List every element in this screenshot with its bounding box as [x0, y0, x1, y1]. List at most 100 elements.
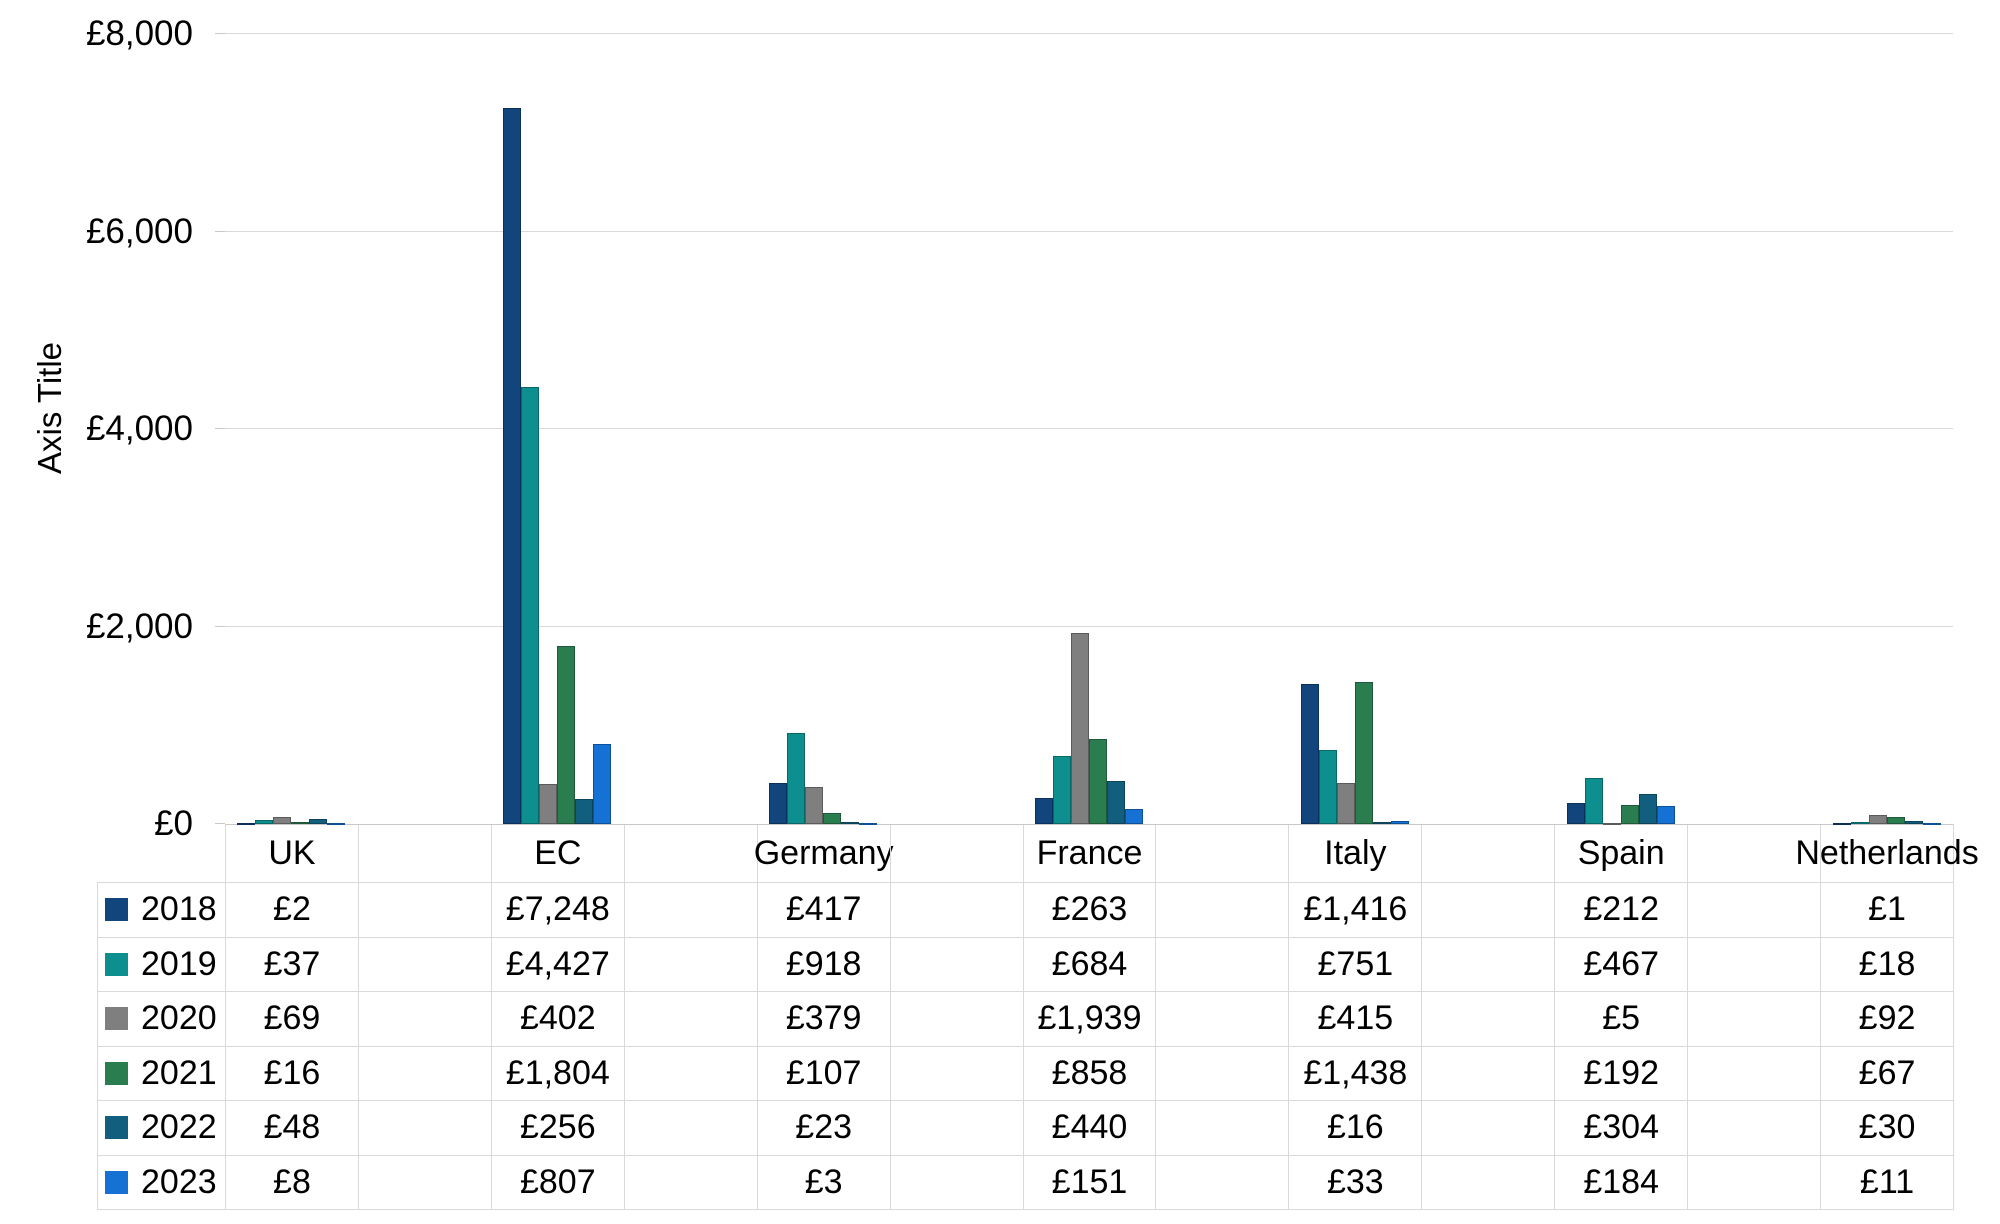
value-cell-2020-UK: £69: [225, 992, 358, 1047]
spacer-value-cell: [889, 1046, 1023, 1101]
legend-swatch-2020: [105, 1007, 128, 1031]
y-axis-tick: [215, 823, 225, 824]
series-label-2020: 2020: [141, 999, 217, 1038]
spacer-value-cell: [1155, 1155, 1289, 1210]
value-cell-2020-Spain: £5: [1554, 992, 1688, 1047]
gridline: [225, 33, 1953, 34]
category-header-cell-UK: UK: [225, 824, 358, 883]
bar-2019-Germany: [787, 733, 806, 824]
bar-2020-Spain: [1602, 822, 1621, 825]
bar-2020-Germany: [805, 786, 824, 824]
bar-2020-EC: [539, 784, 558, 824]
value-cell-2021-Spain: £192: [1554, 1046, 1688, 1101]
y-axis-tick: [215, 33, 225, 34]
value-cell-2019-EC: £4,427: [490, 937, 624, 992]
bar-2023-Netherlands: [1922, 822, 1941, 825]
spacer-value-cell: [357, 992, 491, 1047]
bar-2021-Spain: [1620, 805, 1639, 824]
spacer-value-cell: [357, 1155, 491, 1210]
spacer-value-cell: [889, 937, 1023, 992]
spacer-value-cell: [1155, 992, 1289, 1047]
bar-2020-France: [1071, 632, 1089, 824]
spacer-value-cell: [1421, 937, 1555, 992]
value-cell-2023-EC: £807: [490, 1155, 624, 1210]
value-cell-2018-Netherlands: £1: [1820, 883, 1953, 938]
spacer-value-cell: [1421, 1101, 1555, 1156]
gridline: [225, 625, 1953, 627]
bar-2018-Spain: [1566, 803, 1585, 824]
bar-2023-UK: [327, 822, 346, 825]
bar-2022-Germany: [841, 821, 860, 824]
legend-swatch-2019: [105, 952, 128, 976]
value-cell-2019-UK: £37: [225, 937, 358, 992]
bar-2019-Netherlands: [1850, 822, 1869, 825]
bar-2018-UK: [237, 822, 256, 825]
spacer-value-cell: [1687, 992, 1821, 1047]
spacer-value-cell: [1155, 937, 1289, 992]
spacer-value-cell: [623, 1046, 757, 1101]
legend-cell-2022: 2022: [97, 1101, 225, 1156]
category-header-cell-Italy: Italy: [1288, 824, 1422, 883]
spacer-value-cell: [623, 1155, 757, 1210]
category-header-cell-EC: EC: [490, 824, 624, 883]
spacer-value-cell: [1687, 1046, 1821, 1101]
spacer-value-cell: [1687, 1101, 1821, 1156]
y-axis-tick: [215, 428, 225, 429]
value-cell-2022-France: £440: [1022, 1101, 1156, 1156]
bar-2022-Netherlands: [1904, 821, 1923, 824]
value-cell-2018-EC: £7,248: [490, 883, 624, 938]
category-header-cell-Spain: Spain: [1554, 824, 1688, 883]
value-cell-2018-Italy: £1,416: [1288, 883, 1422, 938]
spacer-value-cell: [357, 937, 491, 992]
bar-2023-EC: [593, 744, 612, 824]
spacer-value-cell: [1421, 883, 1555, 938]
bar-2021-Italy: [1354, 681, 1373, 824]
legend-swatch-2021: [105, 1061, 128, 1085]
table-corner-cell: [97, 824, 225, 883]
y-tick-label: £8,000: [85, 14, 193, 53]
series-label-2022: 2022: [141, 1108, 217, 1147]
legend-swatch-2022: [105, 1116, 128, 1140]
value-cell-2019-Italy: £751: [1288, 937, 1422, 992]
value-cell-2018-UK: £2: [225, 883, 358, 938]
value-cell-2022-EC: £256: [490, 1101, 624, 1156]
value-cell-2023-UK: £8: [225, 1155, 358, 1210]
value-cell-2023-Germany: £3: [756, 1155, 890, 1210]
value-cell-2021-France: £858: [1022, 1046, 1156, 1101]
spacer-value-cell: [1687, 1155, 1821, 1210]
bar-2021-Germany: [823, 813, 842, 824]
legend-cell-2018: 2018: [97, 883, 225, 938]
category-header-cell-Netherlands: Netherlands: [1795, 824, 1979, 883]
bar-2018-Germany: [769, 782, 788, 824]
spacer-value-cell: [357, 883, 491, 938]
series-label-2019: 2019: [141, 944, 217, 983]
spacer-value-cell: [889, 1101, 1023, 1156]
legend-cell-2020: 2020: [97, 992, 225, 1047]
bar-2022-Spain: [1638, 793, 1657, 824]
data-table: UK EC Germany France Italy Spain Netherlands 20…: [97, 824, 1979, 1210]
spacer-value-cell: [1155, 883, 1289, 938]
y-axis-tick: [215, 230, 225, 232]
spacer-value-cell: [357, 1101, 491, 1156]
value-cell-2021-Netherlands: £67: [1820, 1046, 1953, 1101]
value-cell-2018-Spain: £212: [1554, 883, 1688, 938]
y-tick-label: £0: [154, 804, 193, 843]
bar-2019-UK: [255, 820, 274, 824]
spacer-header-cell: [1687, 824, 1821, 883]
bar-2019-Spain: [1584, 777, 1603, 824]
bar-2021-EC: [557, 645, 576, 824]
value-cell-2018-Germany: £417: [756, 883, 890, 938]
value-cell-2022-Italy: £16: [1288, 1101, 1422, 1156]
legend-cell-2019: 2019: [97, 937, 225, 992]
value-cell-2023-Spain: £184: [1554, 1155, 1688, 1210]
spacer-value-cell: [1687, 883, 1821, 938]
value-cell-2021-Germany: £107: [756, 1046, 890, 1101]
value-cell-2021-EC: £1,804: [490, 1046, 624, 1101]
bar-2023-Spain: [1656, 805, 1675, 824]
spacer-value-cell: [1155, 1101, 1289, 1156]
spacer-header-cell: [1421, 824, 1555, 883]
gridline: [225, 230, 1953, 232]
value-cell-2022-UK: £48: [225, 1101, 358, 1156]
spacer-value-cell: [623, 992, 757, 1047]
